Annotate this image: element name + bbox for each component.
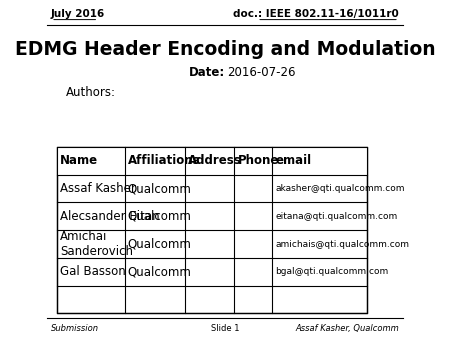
Text: Authors:: Authors:	[66, 87, 116, 99]
Text: EDMG Header Encoding and Modulation: EDMG Header Encoding and Modulation	[15, 40, 435, 58]
Text: Submission: Submission	[51, 324, 99, 334]
Text: akasher@qti.qualcomm.com: akasher@qti.qualcomm.com	[275, 184, 405, 193]
Text: Assaf Kasher, Qualcomm: Assaf Kasher, Qualcomm	[295, 324, 399, 334]
Text: Qualcomm: Qualcomm	[128, 182, 192, 195]
Text: Qualcomm: Qualcomm	[128, 210, 192, 223]
Text: bgal@qti.qualcomm.com: bgal@qti.qualcomm.com	[275, 267, 388, 276]
Text: 2016-07-26: 2016-07-26	[227, 66, 295, 79]
Text: doc.: IEEE 802.11-16/1011r0: doc.: IEEE 802.11-16/1011r0	[233, 8, 399, 19]
Text: eitana@qti.qualcomm.com: eitana@qti.qualcomm.com	[275, 212, 397, 221]
Text: email: email	[275, 154, 311, 167]
Text: Qualcomm: Qualcomm	[128, 265, 192, 278]
Text: Alecsander Eitan: Alecsander Eitan	[60, 210, 159, 223]
Bar	[57, 147, 367, 175]
Text: Address: Address	[188, 154, 242, 167]
Text: Phone: Phone	[238, 154, 279, 167]
Text: Gal Basson: Gal Basson	[60, 265, 126, 278]
Text: Name: Name	[60, 154, 98, 167]
Text: Date:: Date:	[189, 66, 225, 79]
Bar	[57, 147, 367, 313]
Text: amichais@qti.qualcomm.com: amichais@qti.qualcomm.com	[275, 240, 410, 248]
Text: Qualcomm: Qualcomm	[128, 238, 192, 250]
Text: Amichai
Sanderovich: Amichai Sanderovich	[60, 230, 133, 258]
Text: Affiliations: Affiliations	[128, 154, 200, 167]
Text: Assaf Kasher: Assaf Kasher	[60, 182, 135, 195]
Text: Slide 1: Slide 1	[211, 324, 239, 334]
Text: July 2016: July 2016	[51, 8, 105, 19]
